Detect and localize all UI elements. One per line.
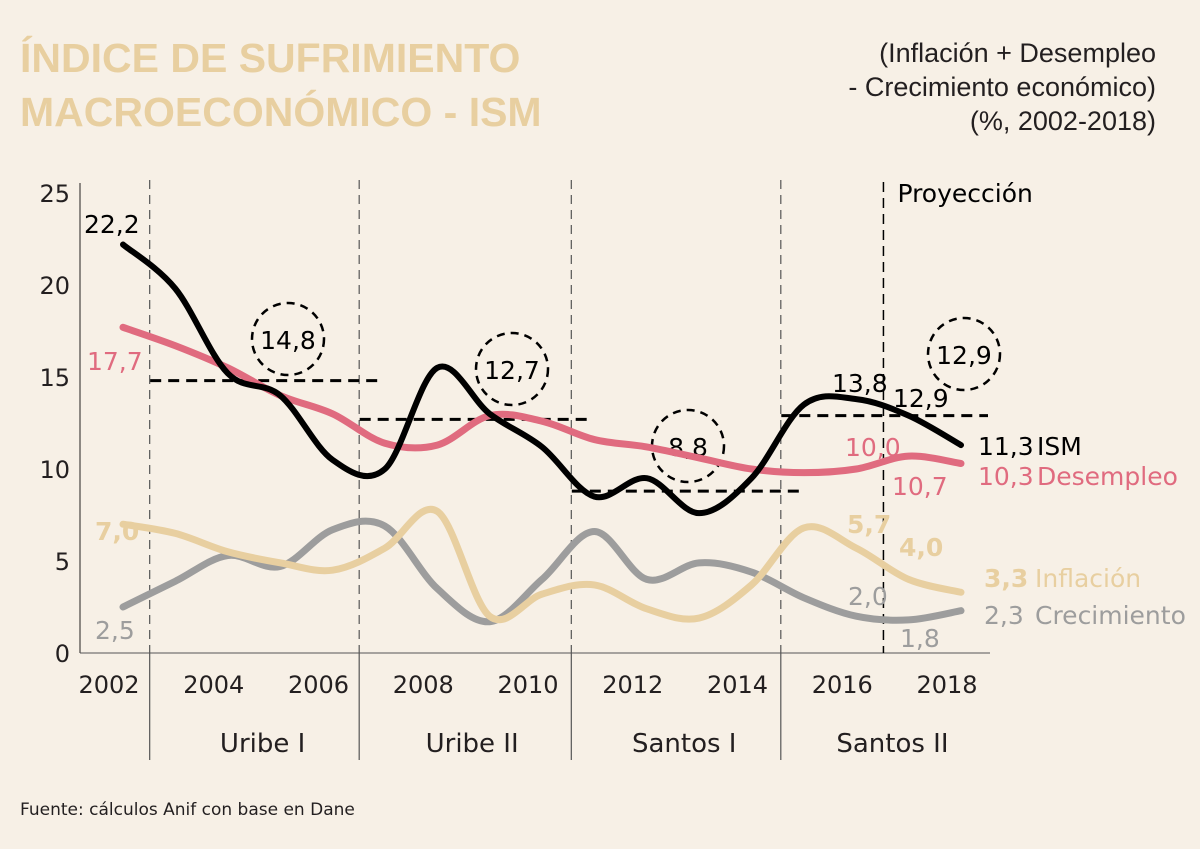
data-label-desempleo: 17,7	[87, 347, 143, 376]
chart-subtitle-line2: - Crecimiento económico)	[848, 72, 1156, 102]
period-lines: Uribe I Uribe II Santos I Santos II 14,8 12,7…	[149, 179, 1033, 760]
y-tick-label: 0	[55, 640, 70, 668]
period-average-circle	[926, 316, 1002, 392]
period-average-label: 14,8	[260, 326, 316, 355]
x-tick-label: 2010	[497, 671, 558, 699]
data-label-crecimiento: 1,8	[900, 624, 940, 653]
y-tick-label: 5	[55, 548, 70, 576]
period-label: Santos II	[836, 729, 948, 759]
data-label-desempleo: 10,7	[892, 472, 948, 501]
chart-subtitle-line3: (%, 2002-2018)	[970, 106, 1156, 136]
projection-label: Proyección	[897, 179, 1032, 208]
chart-title-line1: ÍNDICE DE SUFRIMIENTO	[20, 35, 520, 81]
source-note: Fuente: cálculos Anif con base en Dane	[20, 800, 355, 820]
y-tick-label: 15	[39, 364, 70, 392]
x-tick-label: 2016	[812, 671, 873, 699]
data-label-crecimiento: 2,0	[848, 582, 888, 611]
data-label-ism: 11,3	[978, 432, 1034, 461]
legend-label-crecimiento: Crecimiento	[1035, 601, 1186, 630]
period-label: Santos I	[632, 729, 737, 759]
x-tick-label: 2008	[393, 671, 454, 699]
data-label-ism: 13,8	[832, 369, 888, 398]
legend-label-desempleo: Desempleo	[1037, 462, 1178, 491]
period-average-label: 12,9	[936, 341, 992, 370]
data-label-inflacion: 7,0	[95, 517, 139, 546]
data-label-desempleo: 10,0	[845, 433, 901, 462]
data-label-inflacion: 3,3	[984, 564, 1028, 593]
period-label: Uribe II	[426, 729, 519, 759]
axes: 0 5 10 15 20 25 2002 2004 2006 2008 2010 2012 2014 20…	[39, 180, 990, 699]
period-average-label: 12,7	[484, 356, 540, 385]
x-tick-label: 2004	[183, 671, 244, 699]
data-label-inflacion: 5,7	[847, 510, 891, 539]
x-tick-label: 2002	[78, 671, 139, 699]
y-tick-label: 10	[39, 456, 70, 484]
data-label-crecimiento: 2,5	[95, 616, 135, 645]
x-tick-label: 2012	[602, 671, 663, 699]
data-labels: 22,213,812,911,317,710,010,7 10,37,0 5,74,…	[84, 210, 1186, 653]
x-tick-label: 2006	[288, 671, 349, 699]
series-line-desempleo	[119, 323, 965, 477]
y-tick-label: 25	[39, 180, 70, 208]
series-line-ism	[120, 241, 964, 517]
series-lines	[119, 241, 965, 626]
chart-title-line2: MACROECONÓMICO - ISM	[20, 89, 542, 135]
data-label-desempleo: 10,3	[978, 462, 1034, 491]
data-label-inflacion: 4,0	[899, 533, 943, 562]
period-average-circle	[474, 331, 550, 407]
period-label: Uribe I	[220, 729, 305, 759]
series-line-inflacion	[119, 505, 965, 624]
legend-label-inflacion: Inflación	[1035, 564, 1141, 593]
x-tick-label: 2018	[916, 671, 977, 699]
period-average-circle	[250, 301, 326, 377]
y-tick-label: 20	[39, 272, 70, 300]
legend-label-ism: ISM	[1037, 432, 1082, 461]
data-label-ism: 22,2	[84, 210, 140, 239]
chart-subtitle-line1: (Inflación + Desempleo	[879, 38, 1156, 68]
x-tick-label: 2014	[707, 671, 768, 699]
data-label-crecimiento: 2,3	[984, 601, 1024, 630]
series-line-crecimiento	[119, 517, 965, 626]
data-label-ism: 12,9	[893, 384, 949, 413]
